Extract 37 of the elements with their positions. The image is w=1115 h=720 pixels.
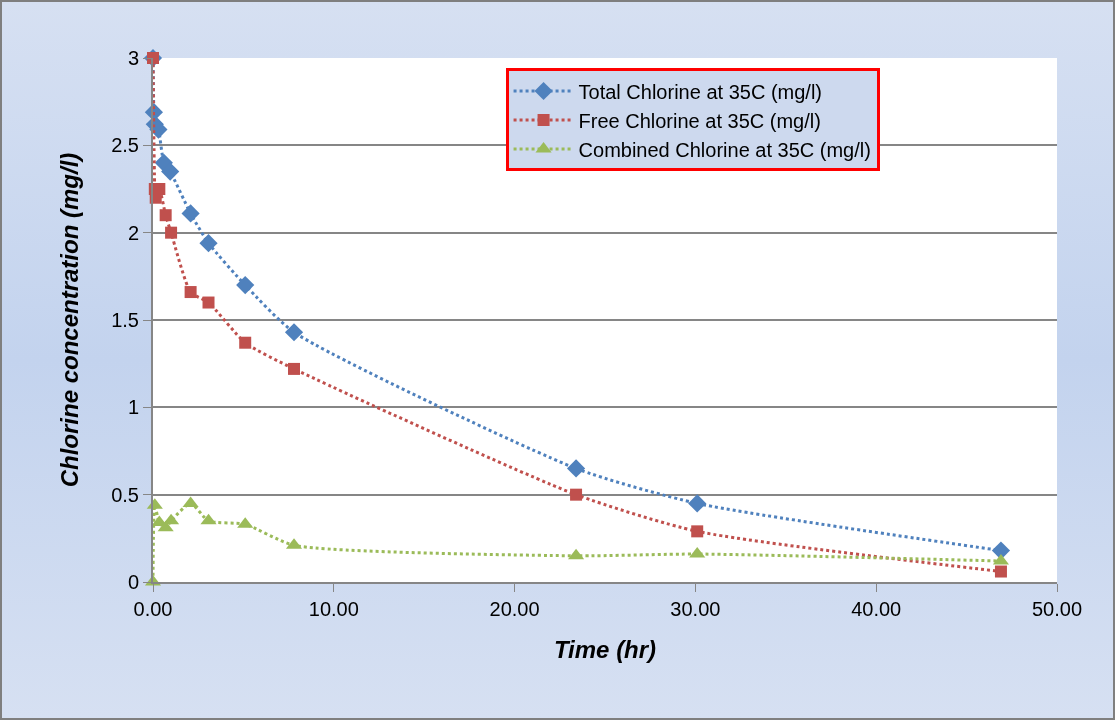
x-tick-label: 40.00 <box>851 598 902 620</box>
point <box>239 336 252 349</box>
point <box>994 565 1007 578</box>
point <box>566 459 586 478</box>
legend-label: Free Chlorine at 35C (mg/l) <box>578 109 821 132</box>
y-tick-label: 3 <box>127 47 139 69</box>
point <box>163 513 180 525</box>
point <box>991 541 1011 560</box>
x-tick-label: 10.00 <box>308 598 359 620</box>
y-tick-label: 2.5 <box>111 134 139 157</box>
point <box>288 362 301 375</box>
point <box>202 296 215 309</box>
point <box>200 513 217 525</box>
point <box>181 204 200 223</box>
x-tick-label: 30.00 <box>670 598 721 620</box>
point <box>161 162 180 181</box>
point <box>691 525 704 538</box>
point <box>165 226 178 239</box>
y-tick-label: 0 <box>127 571 139 593</box>
x-tick-label: 0.00 <box>133 598 173 620</box>
x-tick-label: 50.00 <box>1031 598 1083 620</box>
y-tick-label: 2 <box>127 221 139 244</box>
point <box>184 286 197 299</box>
y-tick-label: 1.5 <box>111 309 139 331</box>
y-axis-title: Chlorine concentration (mg/l) <box>55 152 83 488</box>
y-tick-label: 0.5 <box>111 483 139 506</box>
y-tick-label: 1 <box>127 396 139 419</box>
point <box>159 209 172 222</box>
point <box>688 494 707 513</box>
point <box>284 323 304 342</box>
x-tick-label: 20.00 <box>489 598 540 620</box>
point <box>236 275 255 295</box>
legend-label: Total Chlorine at 35C (mg/l) <box>578 80 822 103</box>
x-axis-title: Time (hr) <box>553 635 657 663</box>
point <box>199 234 218 253</box>
point <box>570 488 583 501</box>
legend-label: Combined Chlorine at 35C (mg/l) <box>578 138 871 161</box>
